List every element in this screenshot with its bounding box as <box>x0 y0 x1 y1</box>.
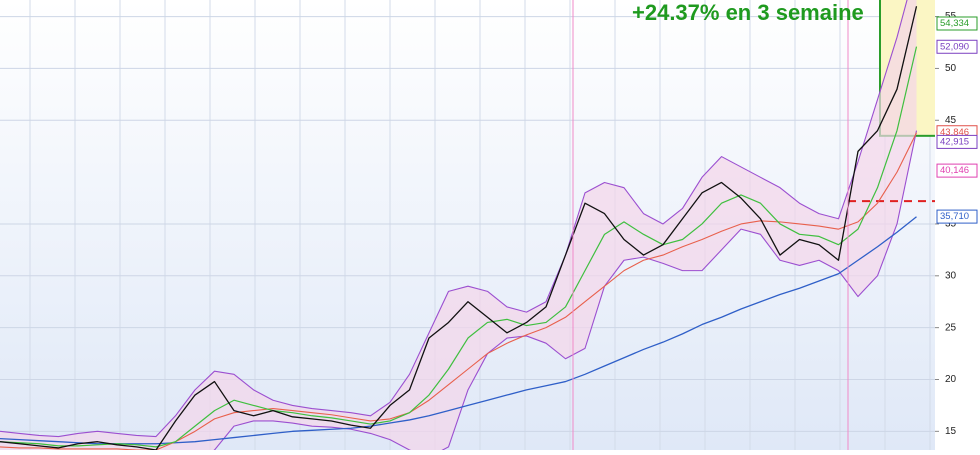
y-tick-label: 25 <box>945 322 957 333</box>
price-tag-label: 52,090 <box>940 41 969 52</box>
series-line <box>0 132 917 450</box>
price-tag-label: 43,846 <box>940 127 969 138</box>
series-line <box>0 6 918 450</box>
y-tick-label: 30 <box>945 270 957 281</box>
price-tag <box>936 209 978 224</box>
price-tag-label: 40,146 <box>940 165 969 176</box>
band-fill <box>0 0 917 450</box>
price-tag-label: 54,334 <box>940 18 969 29</box>
series-line <box>213 130 918 450</box>
series-line <box>0 216 917 445</box>
price-tag-label: 42,915 <box>940 136 969 147</box>
y-tick-label: 15 <box>945 426 957 437</box>
plot <box>0 0 935 450</box>
price-tag-label: 35,710 <box>940 211 969 222</box>
price-tag <box>936 163 978 178</box>
y-axis: 152025303545505554,33452,09043,84642,915… <box>935 11 978 437</box>
y-tick-label: 35 <box>945 219 957 230</box>
series-line <box>0 0 908 438</box>
axis-background <box>935 0 980 450</box>
y-tick-label: 45 <box>945 115 957 126</box>
price-tag <box>936 16 978 31</box>
price-tag <box>936 134 978 149</box>
series-line <box>0 46 918 448</box>
annotation: +24.37% en 3 semaine <box>632 0 864 25</box>
price-tag <box>936 39 978 54</box>
y-tick-label: 50 <box>945 63 957 74</box>
y-tick-label: 20 <box>945 374 957 385</box>
